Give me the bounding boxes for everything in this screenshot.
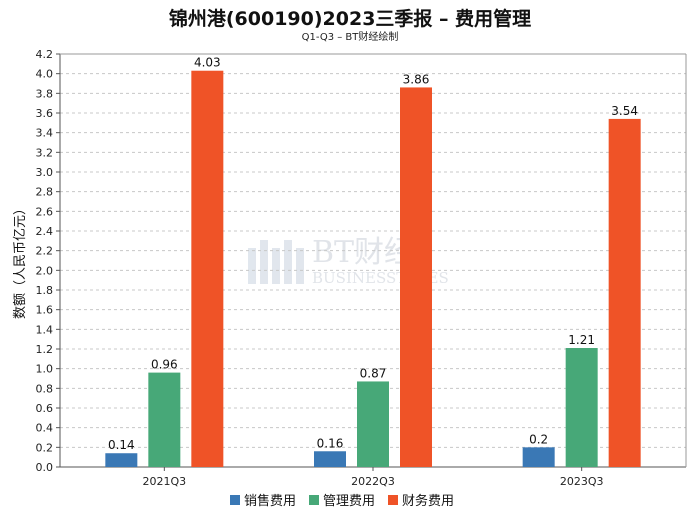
y-tick-label: 0.2 [36, 441, 54, 454]
data-label: 1.21 [568, 333, 595, 347]
data-label: 4.03 [194, 56, 221, 70]
y-tick-label: 3.2 [36, 146, 54, 159]
watermark-logo-bar [272, 248, 280, 284]
data-label: 0.96 [151, 358, 178, 372]
watermark-logo-bar [296, 248, 304, 284]
data-label: 0.16 [317, 436, 344, 450]
y-tick-label: 1.0 [36, 363, 54, 376]
bar [105, 453, 138, 467]
y-tick-label: 0.8 [36, 382, 54, 395]
y-tick-label: 2.0 [36, 264, 54, 277]
y-tick-label: 0.4 [36, 422, 54, 435]
x-tick-label: 2022Q3 [351, 475, 395, 488]
data-label: 0.14 [108, 438, 135, 452]
y-tick-label: 2.2 [36, 245, 54, 258]
bar [191, 70, 224, 467]
legend-label: 管理费用 [323, 494, 375, 509]
y-tick-label: 1.8 [36, 284, 54, 297]
y-tick-label: 3.6 [36, 107, 54, 120]
y-tick-label: 3.4 [36, 127, 54, 140]
y-tick-label: 2.6 [36, 205, 54, 218]
chart-subtitle: Q1-Q3 – BT财经绘制 [301, 32, 399, 43]
watermark-logo-bar [284, 240, 292, 284]
y-tick-label: 1.6 [36, 304, 54, 317]
watermark-text: BT财经 [312, 235, 414, 270]
x-tick-label: 2021Q3 [143, 475, 187, 488]
y-tick-label: 2.8 [36, 186, 54, 199]
bar [314, 451, 346, 467]
y-tick-label: 4.0 [36, 68, 54, 81]
data-label: 3.86 [403, 72, 430, 86]
data-label: 0.2 [529, 432, 548, 446]
bar [565, 348, 598, 467]
legend-label: 财务费用 [402, 493, 454, 509]
bar [148, 372, 181, 467]
data-label: 0.87 [360, 366, 387, 380]
data-label: 3.54 [611, 104, 638, 118]
y-tick-label: 1.4 [36, 323, 54, 336]
legend-swatch [230, 495, 240, 505]
watermark-logo-bar [248, 248, 256, 284]
bar [608, 118, 641, 468]
legend-label: 销售费用 [244, 493, 296, 509]
y-tick-label: 0.0 [36, 461, 54, 474]
y-tick-label: 2.4 [36, 225, 54, 238]
y-tick-label: 3.8 [36, 87, 54, 100]
y-tick-label: 0.6 [36, 402, 54, 415]
y-axis-label: 数额（人民币亿元） [13, 202, 28, 319]
y-tick-label: 3.0 [36, 166, 54, 179]
watermark-logo-bar [260, 240, 268, 284]
bar [357, 381, 389, 467]
bar [522, 447, 555, 467]
legend-swatch [309, 495, 319, 505]
x-tick-label: 2023Q3 [560, 475, 604, 488]
chart-title: 锦州港(600190)2023三季报 – 费用管理 [168, 8, 532, 30]
legend-swatch [388, 495, 398, 505]
y-tick-label: 4.2 [36, 48, 54, 61]
bar [400, 87, 432, 467]
y-tick-label: 1.2 [36, 343, 54, 356]
